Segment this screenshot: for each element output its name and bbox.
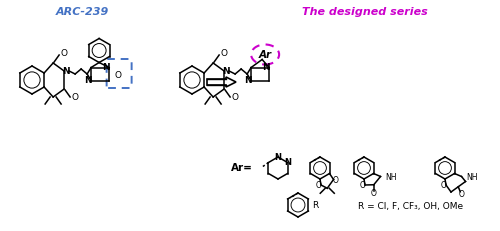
Text: O: O bbox=[458, 190, 464, 199]
Text: Ar=: Ar= bbox=[231, 163, 253, 173]
Text: O: O bbox=[316, 182, 322, 191]
Text: O: O bbox=[220, 49, 227, 58]
Polygon shape bbox=[207, 77, 236, 87]
Text: R = Cl, F, CF₃, OH, OMe: R = Cl, F, CF₃, OH, OMe bbox=[358, 203, 463, 212]
Text: The designed series: The designed series bbox=[302, 7, 428, 17]
Text: N: N bbox=[262, 63, 270, 72]
Text: N: N bbox=[244, 76, 252, 85]
Text: O: O bbox=[441, 182, 447, 191]
Text: O: O bbox=[71, 94, 78, 103]
Text: ARC-239: ARC-239 bbox=[56, 7, 108, 17]
Text: N: N bbox=[284, 158, 291, 167]
Text: NH: NH bbox=[466, 173, 478, 182]
Text: Ar: Ar bbox=[258, 49, 272, 60]
Text: N: N bbox=[62, 67, 70, 76]
Text: O: O bbox=[231, 94, 238, 103]
Text: R: R bbox=[312, 201, 318, 210]
Text: O: O bbox=[60, 49, 67, 58]
Text: O: O bbox=[371, 189, 376, 198]
Text: N: N bbox=[274, 152, 281, 161]
Text: O: O bbox=[332, 176, 338, 185]
Text: O: O bbox=[360, 182, 366, 191]
Text: N: N bbox=[222, 67, 230, 76]
Text: O: O bbox=[114, 70, 121, 79]
Text: N: N bbox=[84, 76, 92, 85]
Text: N: N bbox=[102, 63, 110, 72]
Text: NH: NH bbox=[386, 173, 397, 182]
